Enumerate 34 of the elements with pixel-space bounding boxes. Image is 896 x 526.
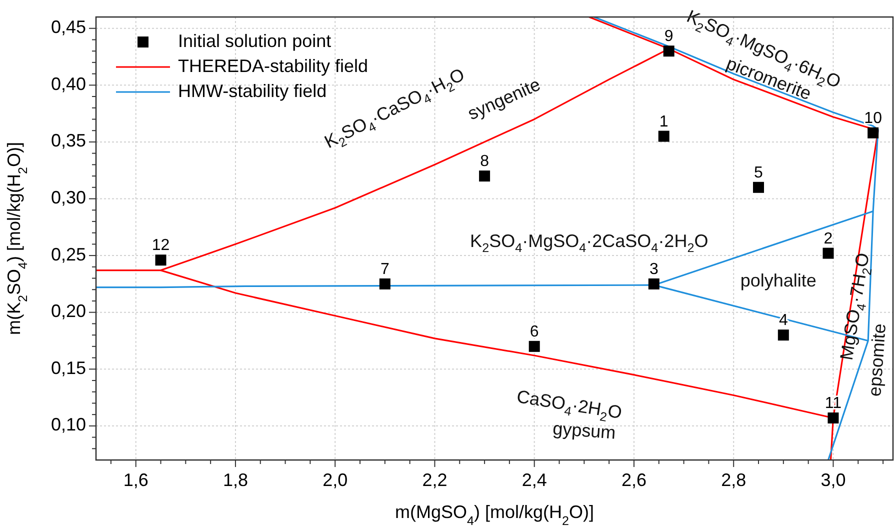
- annotation: 5: [754, 164, 764, 182]
- y-tick-label: 0,40: [50, 74, 86, 94]
- annotation: 1: [659, 113, 668, 130]
- x-tick-label: 2,6: [621, 470, 646, 490]
- y-tick-label: 0,30: [50, 187, 86, 208]
- y-tick-label: 0,45: [50, 17, 86, 38]
- legend-label: Initial solution point: [178, 30, 332, 51]
- annotation: 3: [649, 260, 658, 278]
- annotation: 7: [380, 260, 390, 278]
- x-tick-label: 2,2: [422, 470, 448, 490]
- y-tick-label: 0,35: [50, 130, 86, 151]
- y-tick-label: 0,20: [50, 301, 86, 322]
- annotation: polyhalite: [740, 270, 816, 290]
- x-tick-label: 1,8: [222, 470, 248, 490]
- text: K$_{2}$SO$_{4}$·MgSO$_{4}$·2CaSO$_{4}$·2H$_{2}$O: [470, 230, 708, 256]
- legend-label: HMW-stability field: [178, 80, 327, 101]
- x-tick-label: 2,0: [322, 470, 348, 490]
- y-tick-label: 0,25: [50, 244, 86, 264]
- annotation: 9: [664, 28, 674, 46]
- annotation: CaSO$_{4}$·2H$_{2}$O: [515, 386, 624, 425]
- x-tick-label: 3,0: [820, 470, 846, 490]
- legend-label: THEREDA-stability field: [178, 56, 368, 76]
- annotation: 8: [480, 153, 490, 170]
- y-tick-label: 0,10: [50, 414, 86, 435]
- x-tick-label: 1,6: [123, 470, 148, 490]
- annotation: 6: [530, 323, 539, 340]
- x-axis-title: m(MgSO$_{4}$) [mol/kg(H$_{2}$O)]: [394, 502, 594, 526]
- annotation: 10: [864, 110, 882, 127]
- x-tick-label: 2,4: [522, 470, 547, 490]
- y-tick-label: 0,15: [50, 358, 86, 378]
- annotation: epsomite: [864, 322, 890, 398]
- annotation: 12: [152, 237, 170, 254]
- x-tick-label: 2,8: [721, 470, 746, 490]
- annotation: 2: [824, 230, 833, 248]
